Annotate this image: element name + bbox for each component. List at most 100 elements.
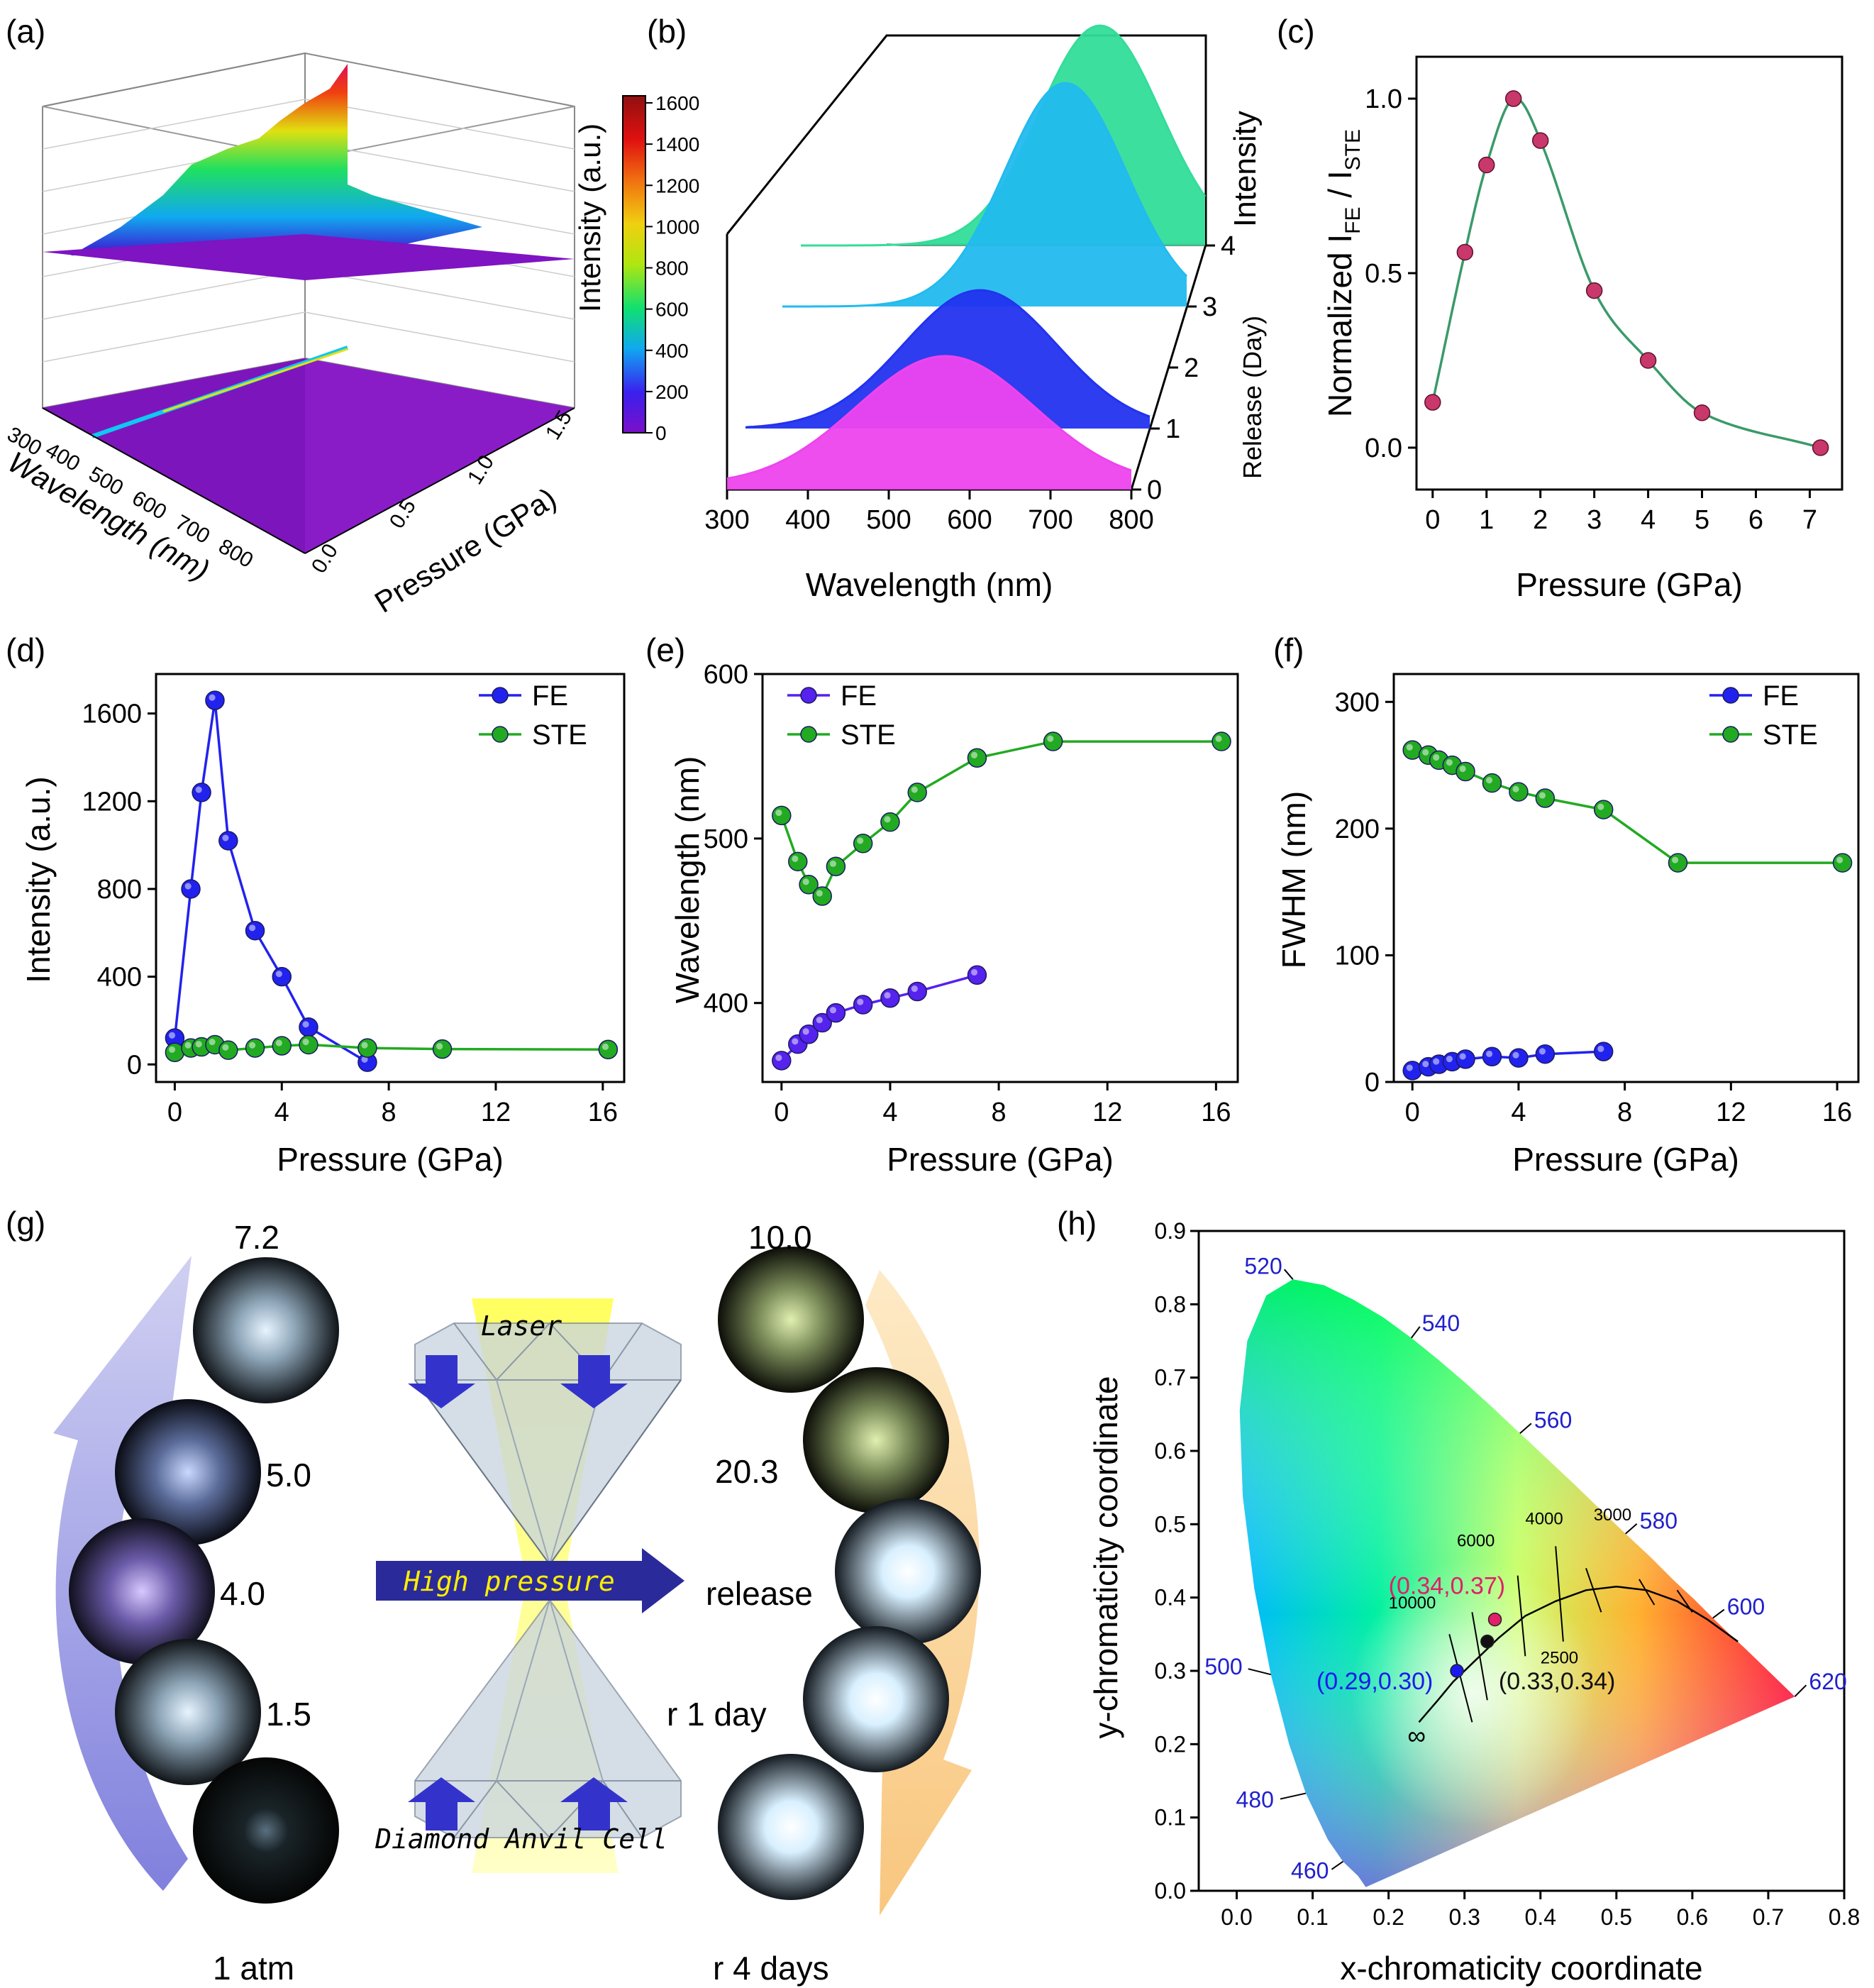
x-tick-label: 16 bbox=[1822, 1098, 1852, 1127]
marker-highlight bbox=[168, 1046, 176, 1053]
pl-image-5.0 bbox=[115, 1399, 261, 1545]
legend-label-FE: FE bbox=[841, 680, 877, 712]
wavelength-label: 540 bbox=[1422, 1310, 1460, 1336]
y-tick-label: 0.0 bbox=[1155, 1878, 1186, 1904]
panel-b-curves bbox=[726, 24, 1207, 490]
data-point-STE bbox=[812, 886, 832, 906]
high-pressure-label: High pressure bbox=[403, 1566, 614, 1597]
y-tick-label: 0 bbox=[127, 1050, 142, 1080]
y-tick-label: 1.0 bbox=[1365, 84, 1402, 114]
isotherm-line bbox=[1585, 1568, 1602, 1613]
data-point-FE bbox=[853, 995, 873, 1015]
panel-c-y-label: Normalized IFE / ISTE bbox=[1321, 129, 1365, 417]
marker-highlight bbox=[222, 834, 229, 841]
x-tick-label: 500 bbox=[866, 505, 911, 535]
panel-f: (f) 0 4 8 12 16 0 100 200 300 FE STE Pressure (GPa… bbox=[1273, 631, 1860, 1178]
panel-a-front-edge bbox=[42, 407, 306, 554]
y-tick-label: 0.5 bbox=[1155, 1511, 1186, 1537]
data-point-STE bbox=[1668, 853, 1688, 873]
data-point-STE bbox=[165, 1042, 185, 1063]
x-tick-label: 0.5 bbox=[1601, 1904, 1632, 1930]
x-tick-label: 0 bbox=[774, 1098, 789, 1127]
y-tick-label: 0.7 bbox=[1155, 1365, 1186, 1391]
wavelength-label: 460 bbox=[1291, 1858, 1329, 1884]
data-point-STE bbox=[772, 805, 792, 826]
series-line-FE bbox=[173, 700, 368, 1064]
waterfall-curve-day-0 bbox=[727, 355, 1131, 490]
panel-h-x-label: x-chromaticity coordinate bbox=[1340, 1950, 1702, 1987]
waterfall-curve-day-3 bbox=[782, 83, 1187, 307]
cie-point bbox=[1480, 1634, 1495, 1649]
data-point-FE bbox=[1456, 1049, 1475, 1069]
isotherm-line bbox=[1471, 1612, 1488, 1701]
data-point-FE bbox=[1535, 1044, 1556, 1064]
marker-highlight bbox=[1597, 803, 1604, 810]
panel-a-base-shadow bbox=[43, 358, 305, 553]
legend-label-FE: FE bbox=[532, 680, 568, 712]
x-tick-label: 0.2 bbox=[1373, 1904, 1404, 1930]
x-tick-label: 0.0 bbox=[1221, 1904, 1252, 1930]
panel-a-colorbar-label: Intensity (a.u.) bbox=[573, 123, 606, 312]
x-tick-label: 0.7 bbox=[1753, 1904, 1784, 1930]
x-tick-label: 600 bbox=[947, 505, 992, 535]
wavelength-leader bbox=[1625, 1523, 1638, 1535]
y-tick-label: 600 bbox=[704, 660, 748, 690]
depth-tick-label: 3 bbox=[1202, 292, 1217, 322]
panel-f-y-label: FWHM (nm) bbox=[1275, 791, 1312, 968]
wavelength-label: 580 bbox=[1640, 1508, 1678, 1533]
x-tick-label: 16 bbox=[588, 1098, 618, 1127]
legend-marker-FE bbox=[1722, 687, 1739, 704]
panel-c: (c) 0 1 2 3 4 5 6 7 0.0 0.5 1.0 Pressure (GPa) Nor… bbox=[1277, 13, 1843, 603]
marker-highlight bbox=[1446, 759, 1453, 766]
panel-d-frame bbox=[155, 673, 626, 1083]
marker-highlight bbox=[1047, 735, 1054, 742]
colorbar-tick-label: 600 bbox=[655, 299, 689, 321]
colorbar-tick-label: 1000 bbox=[655, 216, 699, 238]
pressure-label: 20.3 bbox=[715, 1453, 779, 1490]
panel-a-edge bbox=[304, 106, 575, 160]
marker-highlight bbox=[184, 883, 192, 890]
x-tick-label: 0 bbox=[167, 1098, 182, 1127]
pl-image-10.0 bbox=[718, 1247, 864, 1393]
pl-image-4.0 bbox=[69, 1518, 215, 1664]
marker-highlight bbox=[249, 924, 256, 932]
pressure-label: r 1 day bbox=[667, 1696, 767, 1733]
data-point-STE bbox=[218, 1040, 238, 1060]
panel-d-x-label: Pressure (GPa) bbox=[277, 1141, 504, 1178]
marker-highlight bbox=[1486, 777, 1493, 784]
data-point bbox=[1585, 282, 1603, 299]
data-point-FE bbox=[967, 965, 987, 985]
series-line-FE bbox=[780, 973, 977, 1062]
cie-point-label: (0.34,0.37) bbox=[1389, 1573, 1505, 1600]
y-tick-label: 300 bbox=[1335, 687, 1380, 717]
colorbar-tick-label: 200 bbox=[655, 381, 689, 403]
colorbar-tick-label: 0 bbox=[655, 422, 667, 444]
panel-c-x-label: Pressure (GPa) bbox=[1516, 566, 1743, 603]
marker-highlight bbox=[884, 992, 891, 999]
cie-point bbox=[1487, 1612, 1502, 1627]
x-tick-label: 0.6 bbox=[1677, 1904, 1708, 1930]
data-point-STE bbox=[907, 783, 927, 802]
marker-highlight bbox=[971, 751, 978, 758]
planckian-locus bbox=[1418, 1585, 1739, 1723]
data-point-FE bbox=[245, 920, 265, 941]
isotherm-line bbox=[1448, 1634, 1473, 1723]
data-point bbox=[1639, 352, 1657, 369]
marker-highlight bbox=[275, 971, 282, 978]
x-tick-label: 12 bbox=[1092, 1098, 1122, 1127]
wavelength-leader bbox=[1331, 1860, 1343, 1870]
y-tick-label: 1600 bbox=[82, 700, 142, 729]
marker-highlight bbox=[1512, 785, 1519, 793]
data-point-STE bbox=[245, 1038, 265, 1058]
panel-e-y-label: Wavelength (nm) bbox=[669, 756, 706, 1004]
data-point-STE bbox=[880, 812, 900, 832]
tick-label: 800 bbox=[215, 534, 257, 573]
x-tick-label: 8 bbox=[992, 1098, 1007, 1127]
panel-e-x-label: Pressure (GPa) bbox=[887, 1141, 1114, 1178]
data-point-FE bbox=[272, 966, 292, 987]
series-line-STE bbox=[1412, 749, 1843, 864]
panel-d-plot: 0 4 8 12 16 0 400 800 1200 1600 FE STE bbox=[82, 680, 619, 1127]
data-point-STE bbox=[1832, 853, 1853, 873]
pl-image-release bbox=[835, 1498, 981, 1645]
